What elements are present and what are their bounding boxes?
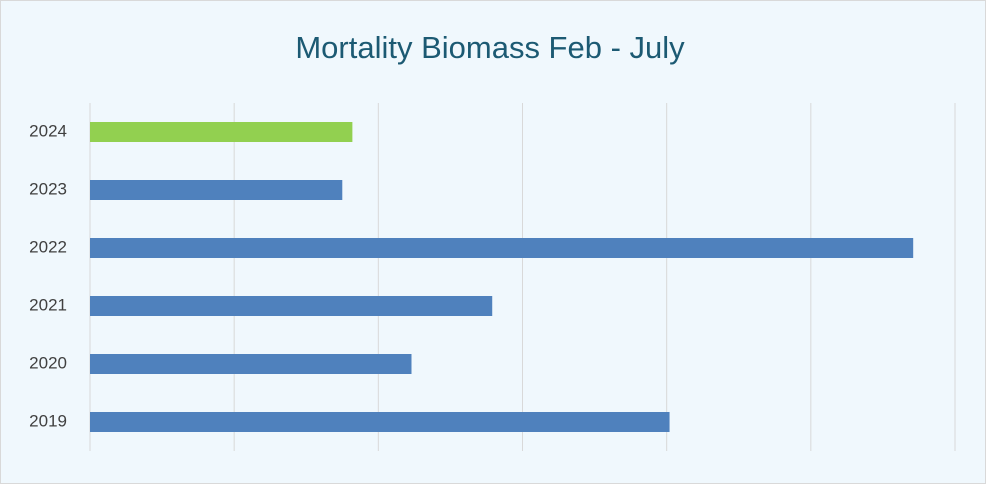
bar: [90, 180, 343, 200]
y-tick-label: 2023: [29, 179, 67, 198]
bar: [90, 412, 670, 432]
bar: [90, 122, 353, 142]
bar: [90, 354, 412, 374]
chart-title: Mortality Biomass Feb - July: [295, 30, 685, 65]
y-tick-label: 2020: [29, 353, 67, 372]
y-tick-label: 2024: [29, 121, 67, 140]
bar: [90, 238, 914, 258]
y-tick-label: 2022: [29, 237, 67, 256]
bar: [90, 296, 493, 316]
y-tick-label: 2019: [29, 411, 67, 430]
y-tick-label: 2021: [29, 295, 67, 314]
